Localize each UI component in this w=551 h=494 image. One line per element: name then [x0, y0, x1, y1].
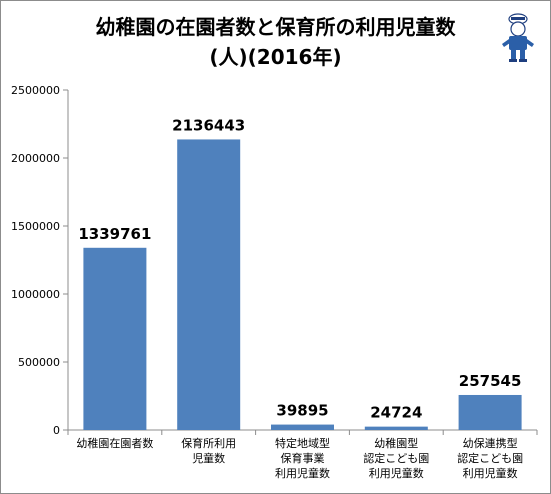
x-tick-label: 特定地域型 — [275, 436, 330, 450]
chart-title-line-2: (人)(2016年) — [209, 45, 342, 69]
data-label: 1339761 — [78, 225, 151, 243]
data-label: 257545 — [459, 372, 522, 390]
bar — [458, 394, 522, 430]
x-tick-label: 保育所利用 — [181, 436, 236, 450]
x-tick-label: 保育事業 — [281, 451, 325, 465]
x-tick-label: 幼稚園型 — [374, 436, 418, 450]
y-tick-label: 2500000 — [11, 84, 60, 97]
x-tick-label: 児童数 — [192, 451, 225, 465]
x-tick-label: 幼保連携型 — [463, 436, 518, 450]
y-tick-label: 500000 — [18, 356, 60, 369]
x-tick-label: 利用児童数 — [463, 466, 518, 480]
bar — [177, 139, 241, 430]
x-tick-label: 認定こども園 — [457, 451, 523, 465]
data-label: 24724 — [370, 404, 422, 422]
x-tick-label: 認定こども園 — [363, 451, 429, 465]
x-tick-label: 利用児童数 — [369, 466, 424, 480]
y-tick-label: 2000000 — [11, 152, 60, 165]
figure-mascot-icon — [502, 13, 534, 62]
bar — [271, 424, 334, 430]
chart-title-line-1: 幼稚園の在園者数と保育所の利用児童数 — [95, 15, 456, 39]
data-label: 39895 — [276, 402, 328, 420]
bar — [364, 426, 428, 430]
data-label: 2136443 — [172, 116, 245, 134]
y-tick-label: 0 — [53, 424, 60, 437]
chart-title: 幼稚園の在園者数と保育所の利用児童数 (人)(2016年) — [0, 12, 551, 72]
bar — [83, 247, 147, 430]
x-tick-label: 利用児童数 — [275, 466, 330, 480]
y-tick-label: 1500000 — [11, 220, 60, 233]
y-tick-label: 1000000 — [11, 288, 60, 301]
x-tick-label: 幼稚園在園者数 — [76, 437, 153, 450]
